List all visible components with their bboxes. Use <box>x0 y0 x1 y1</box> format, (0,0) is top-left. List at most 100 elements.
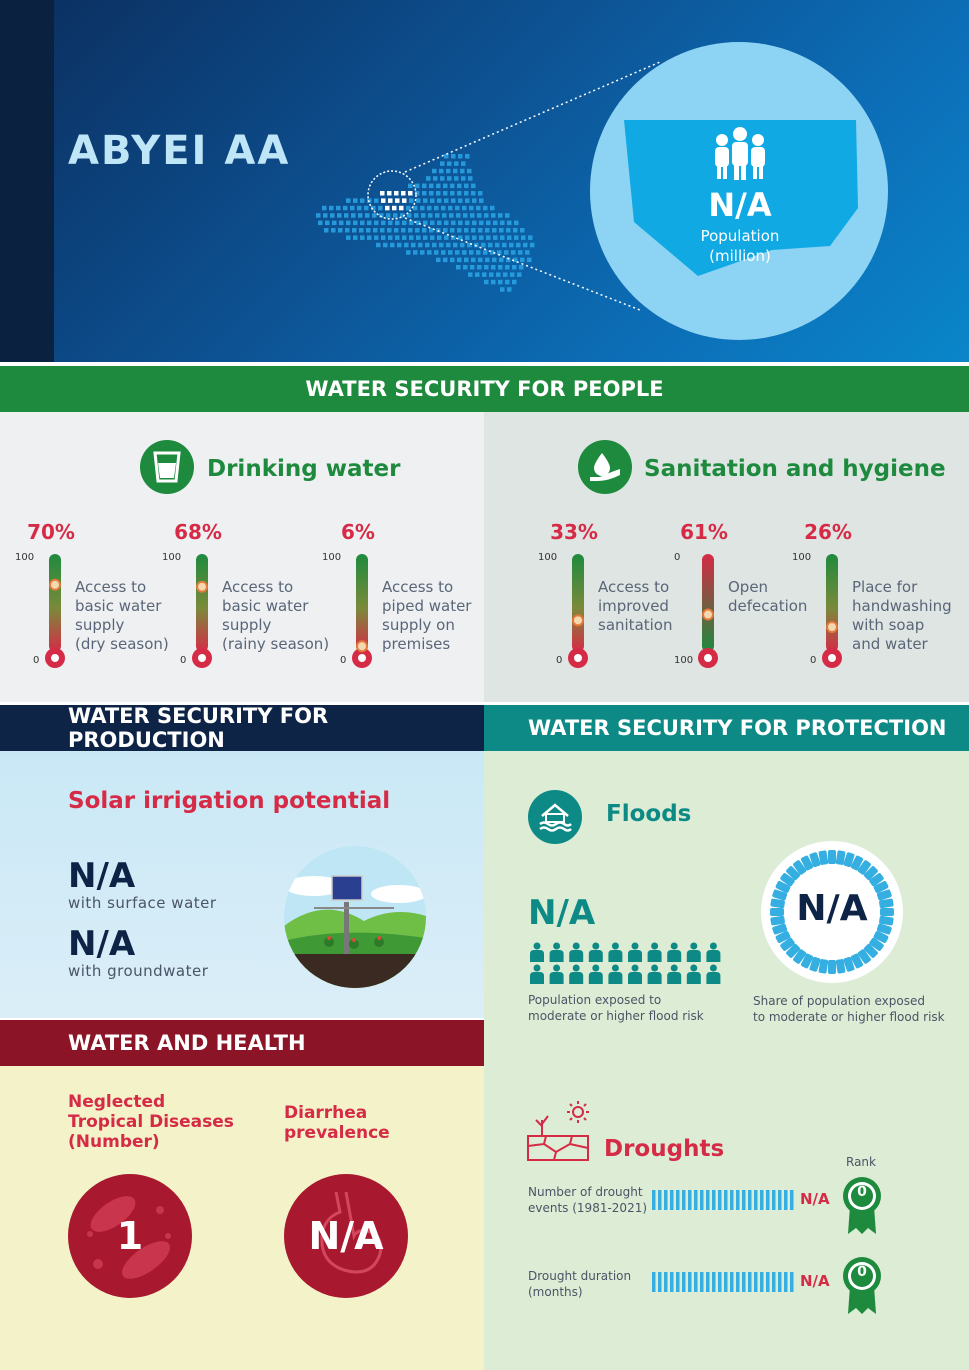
scale-top-label: 100 <box>322 552 342 563</box>
ring-segment <box>843 956 855 972</box>
thermometer <box>192 554 212 668</box>
bar-tick <box>784 1190 788 1210</box>
ring-segment <box>835 850 846 865</box>
person-icon <box>706 942 721 962</box>
person-icon <box>628 942 642 962</box>
scale-bottom-label: 0 <box>180 655 187 666</box>
bar-tick <box>730 1190 734 1210</box>
bar-tick <box>652 1272 656 1292</box>
ring-segment <box>873 930 889 944</box>
country-map <box>316 154 535 292</box>
thermometer-label: Access to basic water supply (dry season) <box>75 578 169 653</box>
person-icon <box>549 942 564 962</box>
ring-segment <box>800 855 814 871</box>
section-protection-header: WATER SECURITY FOR PROTECTION <box>484 705 969 751</box>
ring-segment <box>869 873 884 887</box>
percent-value: 61% <box>680 520 728 544</box>
ring-segment <box>857 860 871 875</box>
ring-segment <box>780 937 795 951</box>
bar-tick <box>652 1190 656 1210</box>
person-icon <box>588 942 603 962</box>
ring-segment <box>775 880 791 894</box>
population-region-shape <box>624 120 858 276</box>
diarrhea-title-line1: Diarrhea <box>284 1103 368 1123</box>
diarrhea-title: Diarrhea prevalence <box>284 1103 390 1143</box>
drought-icon <box>527 1101 589 1161</box>
bar-tick <box>706 1272 710 1292</box>
flood-share-value: N/A <box>796 888 868 929</box>
thermometer-label: Access to piped water supply on premises <box>382 578 472 653</box>
bar-tick <box>712 1272 716 1292</box>
person-icon <box>530 942 544 962</box>
thermometer-label: Access to basic water supply (rainy season) <box>222 578 330 653</box>
floods-title: Floods <box>606 801 692 827</box>
bar-tick <box>706 1190 710 1210</box>
ring-segment <box>770 915 785 926</box>
people-icon <box>715 127 765 180</box>
bar-tick <box>664 1190 668 1210</box>
diarrhea-value: N/A <box>308 1214 384 1258</box>
percent-value: 68% <box>174 520 222 544</box>
drought-duration-label-line1: Drought duration <box>528 1269 632 1283</box>
bar-tick <box>700 1272 704 1292</box>
ntd-circle: 1 <box>68 1174 192 1298</box>
bar-tick <box>724 1272 728 1292</box>
ring-segment <box>863 943 878 958</box>
protection-panel <box>484 751 969 1370</box>
population-label: Population (million) <box>660 226 820 266</box>
ntd-value: 1 <box>116 1214 144 1258</box>
scale-bottom-label: 0 <box>33 655 40 666</box>
ring-segment <box>879 898 894 909</box>
bar-tick <box>682 1190 686 1210</box>
flood-share-label-line1: Share of population exposed <box>753 994 925 1008</box>
zoom-lines <box>367 61 661 311</box>
person-icon <box>530 964 544 984</box>
thermometer <box>45 554 65 668</box>
ring-segment <box>772 923 788 935</box>
bar-tick <box>778 1272 782 1292</box>
ring-segment <box>863 866 878 881</box>
flood-share-ring <box>761 841 903 983</box>
scale-bottom-label: 0 <box>810 655 817 666</box>
ring-segment <box>818 959 829 974</box>
bar-tick <box>754 1190 758 1210</box>
diarrhea-circle: N/A <box>284 1174 408 1298</box>
ring-segment <box>828 850 836 864</box>
bar-tick <box>664 1272 668 1292</box>
drought-duration-bar <box>652 1272 794 1292</box>
section-production-header: WATER SECURITY FOR PRODUCTION <box>0 704 484 752</box>
surface-water-value: N/A <box>68 856 136 896</box>
ring-segment <box>770 908 784 916</box>
drought-duration-label: Drought duration (months) <box>528 1268 631 1300</box>
bar-tick <box>748 1190 752 1210</box>
sanitation-title: Sanitation and hygiene <box>644 456 946 482</box>
thermometer-marker <box>196 580 208 593</box>
person-icon <box>667 964 682 984</box>
thermometer-marker <box>356 640 368 653</box>
drought-duration-value: N/A <box>800 1272 830 1290</box>
person-icon <box>647 964 662 984</box>
bar-tick <box>718 1272 722 1292</box>
bar-tick <box>766 1272 770 1292</box>
scale-top-label: 0 <box>674 552 681 563</box>
section-people-header: WATER SECURITY FOR PEOPLE <box>0 366 969 412</box>
ring-segment <box>879 915 894 926</box>
bar-tick <box>688 1190 692 1210</box>
ring-segment <box>793 949 807 964</box>
scale-bottom-label: 0 <box>556 655 563 666</box>
diarrhea-title-line2: prevalence <box>284 1123 390 1143</box>
person-icon <box>569 942 584 962</box>
person-icon <box>608 964 623 984</box>
bar-tick <box>766 1190 770 1210</box>
thermometer <box>698 554 718 668</box>
ring-segment <box>873 880 889 894</box>
bar-tick <box>790 1272 794 1292</box>
person-icon <box>608 942 623 962</box>
solar-irrigation-illustration <box>284 846 426 988</box>
ring-segment <box>775 930 791 944</box>
bar-tick <box>718 1190 722 1210</box>
drought-duration-label-line2: (months) <box>528 1285 583 1299</box>
surface-water-label: with surface water <box>68 894 217 912</box>
rank-badge-duration <box>843 1257 881 1314</box>
flood-icon <box>528 790 582 844</box>
